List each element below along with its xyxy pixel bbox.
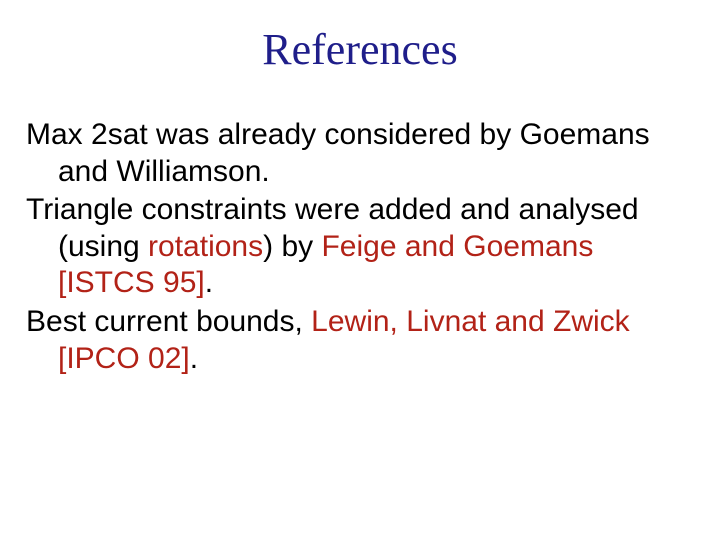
text: Max 2sat was already considered by Goema…	[26, 118, 650, 188]
paragraph-2: Triangle constraints were added and anal…	[26, 192, 694, 302]
text: .	[205, 266, 213, 299]
slide: References Max 2sat was already consider…	[0, 0, 720, 540]
highlight-rotations: rotations	[148, 230, 263, 263]
text: ) by	[263, 230, 321, 263]
text: Best current bounds,	[26, 305, 311, 338]
paragraph-1: Max 2sat was already considered by Goema…	[26, 117, 694, 190]
paragraph-3: Best current bounds, Lewin, Livnat and Z…	[26, 304, 694, 377]
text: .	[190, 342, 198, 375]
slide-title: References	[26, 24, 694, 75]
slide-body: Max 2sat was already considered by Goema…	[26, 117, 694, 377]
